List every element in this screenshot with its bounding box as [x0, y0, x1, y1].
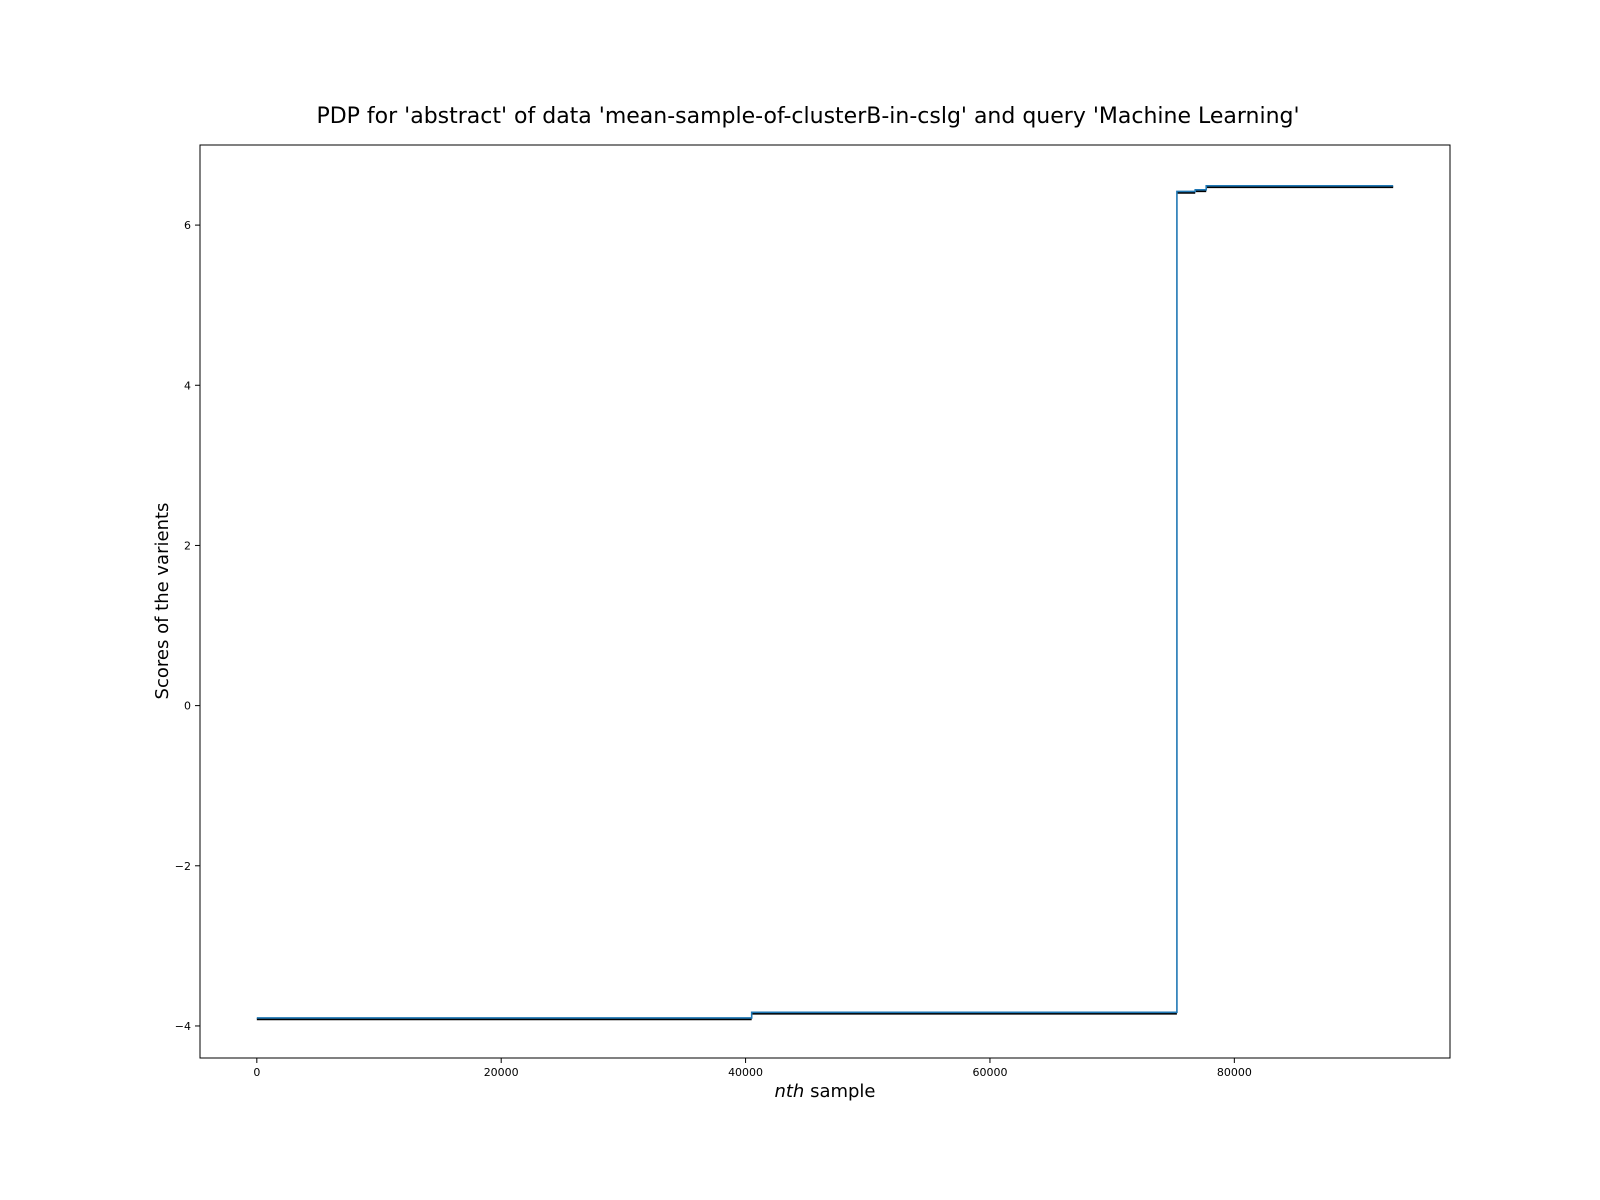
- x-axis-ticks: 0 20000 40000 60000 80000: [253, 1058, 1252, 1079]
- chart-title: PDP for 'abstract' of data 'mean-sample-…: [316, 104, 1299, 129]
- y-tick-label: 4: [184, 379, 191, 392]
- y-axis-ticks: −4 −2 0 2 4 6: [175, 219, 200, 1033]
- y-tick-label: −4: [175, 1020, 191, 1033]
- x-tick-label: 40000: [728, 1066, 763, 1079]
- x-tick-label: 0: [253, 1066, 260, 1079]
- x-tick-label: 80000: [1217, 1066, 1252, 1079]
- data-layer: [256, 185, 1394, 1021]
- y-tick-label: 0: [184, 700, 191, 713]
- y-tick-label: 2: [184, 539, 191, 552]
- plot-area: [199, 144, 1451, 1059]
- y-tick-label: −2: [175, 860, 191, 873]
- y-axis-label: Scores of the varients: [152, 503, 173, 700]
- series-line: [256, 185, 1394, 1019]
- x-axis-label-italic: nth: [774, 1081, 804, 1102]
- axes-frame: [199, 144, 1451, 1059]
- x-tick-label: 60000: [972, 1066, 1007, 1079]
- x-axis-label: nth sample: [774, 1081, 875, 1102]
- x-axis-label-rest: sample: [804, 1081, 875, 1102]
- y-tick-label: 6: [184, 219, 191, 232]
- x-tick-label: 20000: [484, 1066, 519, 1079]
